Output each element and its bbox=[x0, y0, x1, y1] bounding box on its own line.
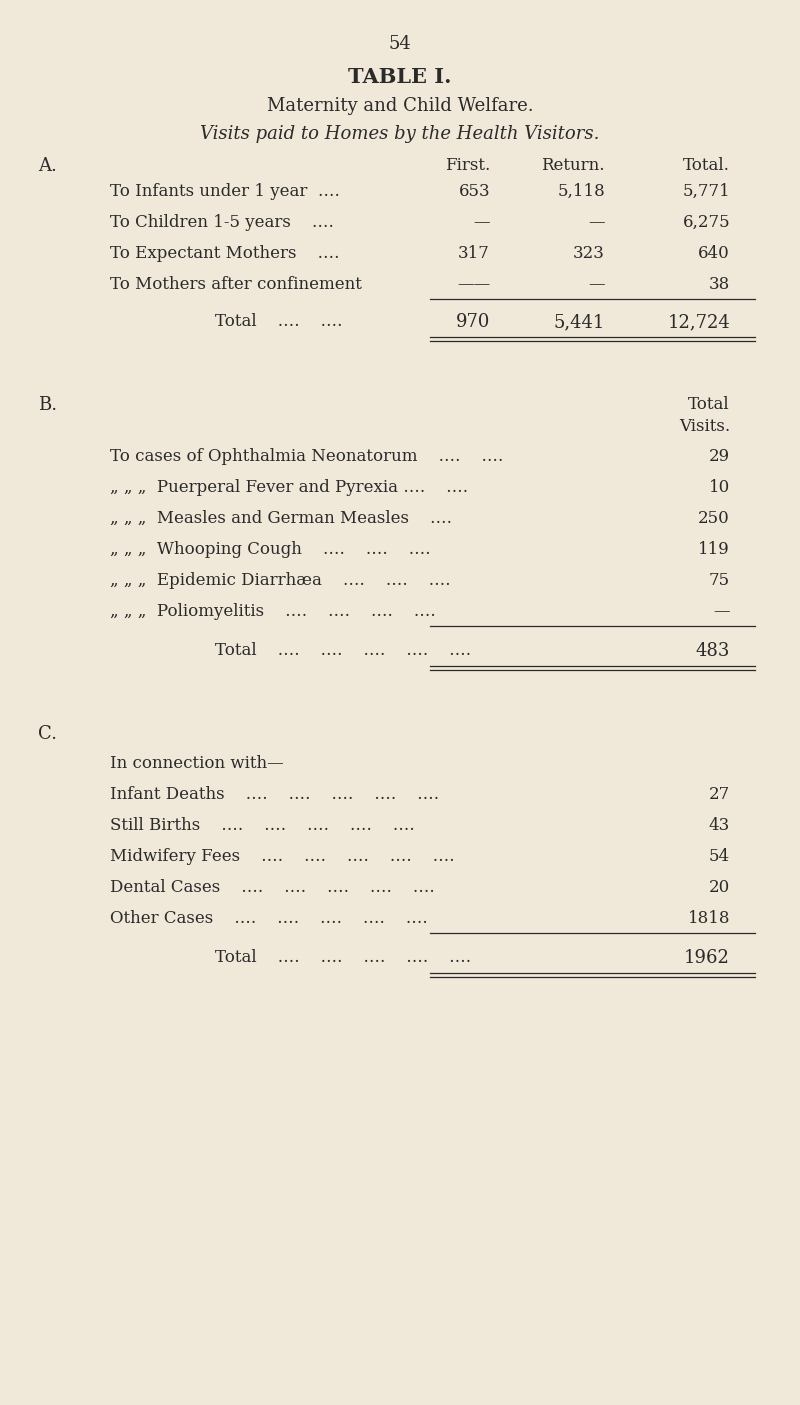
Text: 5,118: 5,118 bbox=[558, 183, 605, 200]
Text: —: — bbox=[714, 603, 730, 620]
Text: 5,441: 5,441 bbox=[554, 313, 605, 332]
Text: „ „ „  Poliomyelitis    ….    ….    ….    ….: „ „ „ Poliomyelitis …. …. …. …. bbox=[110, 603, 436, 620]
Text: 970: 970 bbox=[456, 313, 490, 332]
Text: Return.: Return. bbox=[542, 157, 605, 174]
Text: 12,724: 12,724 bbox=[667, 313, 730, 332]
Text: 38: 38 bbox=[709, 275, 730, 294]
Text: To Mothers after confinement: To Mothers after confinement bbox=[110, 275, 362, 294]
Text: A.: A. bbox=[38, 157, 57, 176]
Text: „ „ „  Puerperal Fever and Pyrexia ….    ….: „ „ „ Puerperal Fever and Pyrexia …. …. bbox=[110, 479, 468, 496]
Text: 1818: 1818 bbox=[687, 910, 730, 927]
Text: To cases of Ophthalmia Neonatorum    ….    ….: To cases of Ophthalmia Neonatorum …. …. bbox=[110, 448, 503, 465]
Text: To Expectant Mothers    ….: To Expectant Mothers …. bbox=[110, 244, 339, 261]
Text: To Children 1-5 years    ….: To Children 1-5 years …. bbox=[110, 214, 334, 230]
Text: In connection with—: In connection with— bbox=[110, 754, 284, 771]
Text: Still Births    ….    ….    ….    ….    ….: Still Births …. …. …. …. …. bbox=[110, 816, 414, 835]
Text: Dental Cases    ….    ….    ….    ….    ….: Dental Cases …. …. …. …. …. bbox=[110, 880, 434, 896]
Text: First.: First. bbox=[445, 157, 490, 174]
Text: Total    ….    ….: Total …. …. bbox=[215, 313, 342, 330]
Text: 640: 640 bbox=[698, 244, 730, 261]
Text: 20: 20 bbox=[709, 880, 730, 896]
Text: B.: B. bbox=[38, 396, 57, 414]
Text: 119: 119 bbox=[698, 541, 730, 558]
Text: 5,771: 5,771 bbox=[682, 183, 730, 200]
Text: Total.: Total. bbox=[683, 157, 730, 174]
Text: Midwifery Fees    ….    ….    ….    ….    ….: Midwifery Fees …. …. …. …. …. bbox=[110, 849, 454, 865]
Text: 43: 43 bbox=[709, 816, 730, 835]
Text: Infant Deaths    ….    ….    ….    ….    ….: Infant Deaths …. …. …. …. …. bbox=[110, 785, 439, 804]
Text: Maternity and Child Welfare.: Maternity and Child Welfare. bbox=[266, 97, 534, 115]
Text: 54: 54 bbox=[389, 35, 411, 53]
Text: —: — bbox=[588, 214, 605, 230]
Text: 483: 483 bbox=[696, 642, 730, 660]
Text: 250: 250 bbox=[698, 510, 730, 527]
Text: Other Cases    ….    ….    ….    ….    ….: Other Cases …. …. …. …. …. bbox=[110, 910, 428, 927]
Text: „ „ „  Measles and German Measles    ….: „ „ „ Measles and German Measles …. bbox=[110, 510, 452, 527]
Text: „ „ „  Whooping Cough    ….    ….    ….: „ „ „ Whooping Cough …. …. …. bbox=[110, 541, 430, 558]
Text: Total    ….    ….    ….    ….    ….: Total …. …. …. …. …. bbox=[215, 642, 471, 659]
Text: 27: 27 bbox=[709, 785, 730, 804]
Text: 653: 653 bbox=[458, 183, 490, 200]
Text: ——: —— bbox=[457, 275, 490, 294]
Text: C.: C. bbox=[38, 725, 57, 743]
Text: 75: 75 bbox=[709, 572, 730, 589]
Text: 323: 323 bbox=[573, 244, 605, 261]
Text: Total: Total bbox=[688, 396, 730, 413]
Text: —: — bbox=[474, 214, 490, 230]
Text: To Infants under 1 year  ….: To Infants under 1 year …. bbox=[110, 183, 340, 200]
Text: 317: 317 bbox=[458, 244, 490, 261]
Text: Visits paid to Homes by the Health Visitors.: Visits paid to Homes by the Health Visit… bbox=[200, 125, 600, 143]
Text: Visits.: Visits. bbox=[679, 419, 730, 436]
Text: 6,275: 6,275 bbox=[682, 214, 730, 230]
Text: 54: 54 bbox=[709, 849, 730, 865]
Text: 1962: 1962 bbox=[684, 948, 730, 967]
Text: —: — bbox=[588, 275, 605, 294]
Text: TABLE I.: TABLE I. bbox=[348, 67, 452, 87]
Text: 29: 29 bbox=[709, 448, 730, 465]
Text: „ „ „  Epidemic Diarrhæa    ….    ….    ….: „ „ „ Epidemic Diarrhæa …. …. …. bbox=[110, 572, 450, 589]
Text: Total    ….    ….    ….    ….    ….: Total …. …. …. …. …. bbox=[215, 948, 471, 967]
Text: 10: 10 bbox=[709, 479, 730, 496]
